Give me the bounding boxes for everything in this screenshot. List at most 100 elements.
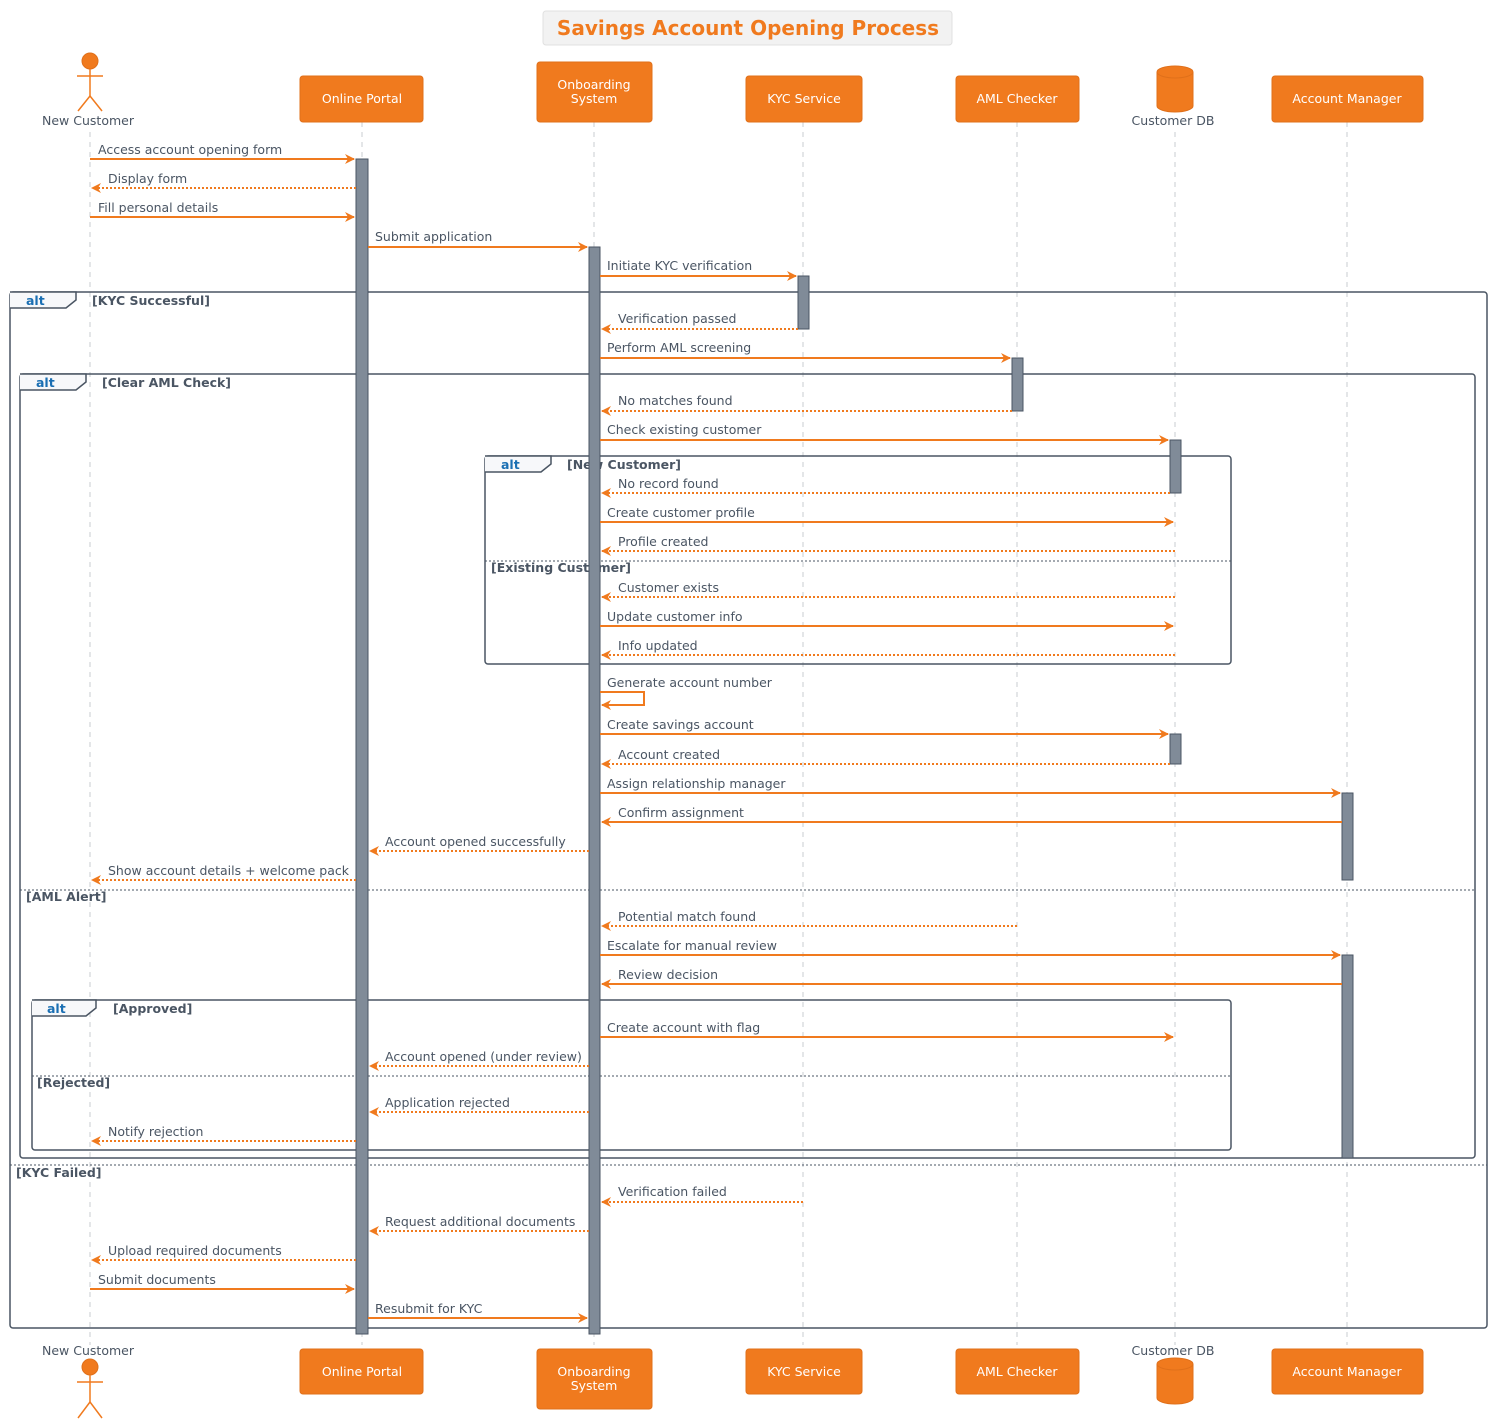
message: Initiate KYC verification	[600, 258, 797, 281]
participant-account-manager: Account Manager	[1271, 1348, 1424, 1395]
message: Verification failed	[601, 1184, 803, 1207]
activation-bar-manager	[1341, 954, 1354, 1159]
message-label: Application rejected	[385, 1095, 510, 1110]
activation-bar-db	[1169, 439, 1182, 494]
participant-label: AML Checker	[976, 1364, 1058, 1379]
participant-label: Online Portal	[322, 1364, 402, 1379]
participant-label: New Customer	[42, 113, 135, 128]
actor-icon	[77, 1358, 103, 1419]
message-label: Verification failed	[618, 1184, 727, 1199]
message: No record found	[601, 476, 1170, 498]
participant-online-portal: Online Portal	[299, 75, 424, 123]
message: Assign relationship manager	[600, 776, 1341, 798]
participant-label: KYC Service	[767, 91, 841, 106]
message-label: Verification passed	[618, 311, 736, 326]
participant-label: Customer DB	[1132, 113, 1215, 128]
message-label: Review decision	[618, 967, 718, 982]
message: Customer exists	[601, 580, 1175, 602]
message: Submit documents	[90, 1272, 355, 1294]
diagram-title: Savings Account Opening Process	[542, 10, 953, 46]
message-label: Submit application	[375, 229, 492, 244]
message-label: Access account opening form	[98, 142, 282, 157]
message-label: Confirm assignment	[618, 805, 744, 820]
participant-account-manager: Account Manager	[1271, 75, 1424, 123]
message: Create savings account	[600, 717, 1169, 739]
message-label: Perform AML screening	[607, 340, 751, 355]
message: Notify rejection	[91, 1124, 356, 1146]
fragment-else-guard: [AML Alert]	[26, 889, 106, 904]
participant-new-customer: New Customer	[42, 52, 135, 128]
participant-onboarding-system: Onboarding System	[536, 61, 653, 123]
message-label: Upload required documents	[108, 1243, 282, 1258]
message-label: Assign relationship manager	[607, 776, 786, 791]
database-icon	[1156, 1357, 1194, 1405]
activation-bars	[355, 158, 1354, 1335]
message-label: Escalate for manual review	[607, 938, 777, 953]
message-label: Check existing customer	[607, 422, 762, 437]
message-label: Profile created	[618, 534, 708, 549]
message-label: Notify rejection	[108, 1124, 203, 1139]
fragment-guard: [Clear AML Check]	[102, 375, 231, 390]
participants-top: New Customer Online Portal Onboarding Sy…	[42, 52, 1424, 128]
message: Info updated	[601, 638, 1175, 660]
message: Resubmit for KYC	[368, 1301, 588, 1323]
message: Submit application	[368, 229, 588, 252]
message: Update customer info	[600, 609, 1174, 631]
fragment-alt-aml: alt [Clear AML Check] [AML Alert]	[19, 373, 1476, 1159]
message: Fill personal details	[90, 200, 355, 222]
message-label: Generate account number	[607, 675, 773, 690]
participant-aml-checker: AML Checker	[955, 75, 1080, 123]
message-label: No record found	[618, 476, 719, 491]
activation-bar-aml	[1011, 357, 1024, 412]
messages: Access account opening form Display form…	[90, 142, 1342, 1323]
message: Verification passed	[601, 311, 798, 334]
database-icon	[1156, 65, 1194, 113]
participant-label: Online Portal	[322, 91, 402, 106]
message: Perform AML screening	[600, 340, 1011, 363]
activation-bar-manager	[1341, 792, 1354, 881]
message-label: Info updated	[618, 638, 698, 653]
message: Review decision	[601, 967, 1342, 989]
participant-label-line: System	[571, 91, 618, 106]
message-label: Potential match found	[618, 909, 756, 924]
message: Account opened (under review)	[369, 1049, 589, 1071]
message: Generate account number	[600, 675, 773, 710]
message-label: Display form	[108, 171, 187, 186]
fragment-guard: [Approved]	[113, 1001, 192, 1016]
message-label: Submit documents	[98, 1272, 216, 1287]
participant-online-portal: Online Portal	[299, 1348, 424, 1395]
message-label: Update customer info	[607, 609, 743, 624]
message-label: Create savings account	[607, 717, 754, 732]
participant-label-line: Onboarding	[557, 1364, 630, 1379]
fragment-alt-kyc: alt [KYC Successful] [KYC Failed]	[9, 291, 1488, 1329]
message: Account opened successfully	[369, 834, 589, 856]
fragment-keyword: alt	[26, 293, 45, 308]
fragment-alt-approval: alt [Approved] [Rejected]	[31, 999, 1232, 1151]
message-label: Show account details + welcome pack	[108, 863, 350, 878]
message: Create account with flag	[600, 1020, 1174, 1042]
participant-new-customer: New Customer	[42, 1343, 135, 1419]
message: No matches found	[601, 393, 1012, 416]
fragment-guard: [KYC Successful]	[92, 293, 210, 308]
fragment-keyword: alt	[501, 457, 520, 472]
activation-bar-kyc	[797, 275, 810, 330]
participant-label: KYC Service	[767, 1364, 841, 1379]
fragment-else-guard: [Existing Customer]	[491, 560, 631, 575]
activation-bar-db	[1169, 733, 1182, 765]
actor-icon	[77, 52, 103, 112]
participants-bottom: New Customer Online Portal Onboarding Sy…	[42, 1343, 1424, 1419]
message-label: Account opened (under review)	[385, 1049, 582, 1064]
message: Check existing customer	[600, 422, 1169, 445]
fragments: alt [KYC Successful] [KYC Failed] alt [C…	[9, 291, 1488, 1329]
fragment-else-guard: [Rejected]	[37, 1075, 110, 1090]
message: Potential match found	[601, 909, 1017, 931]
participant-label: Account Manager	[1292, 91, 1402, 106]
message: Request additional documents	[369, 1214, 589, 1236]
message: Application rejected	[369, 1095, 589, 1117]
message: Escalate for manual review	[600, 938, 1341, 960]
fragment-keyword: alt	[47, 1001, 66, 1016]
message-label: Create customer profile	[607, 505, 755, 520]
participant-label-line: System	[571, 1378, 618, 1393]
message-arrow	[600, 691, 645, 710]
message: Display form	[91, 171, 356, 193]
